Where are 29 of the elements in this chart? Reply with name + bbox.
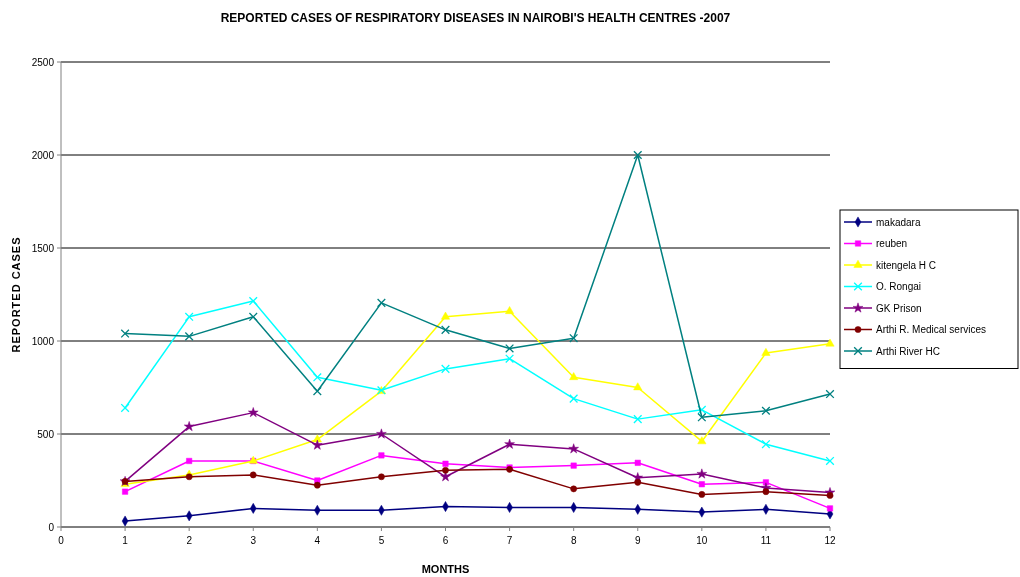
- x-tick-label: 7: [506, 535, 513, 546]
- y-tick-label: 1500: [31, 242, 55, 254]
- legend-label: GK Prison: [876, 302, 922, 314]
- x-tick-label: 8: [570, 535, 577, 546]
- y-tick-label: 2500: [31, 56, 55, 68]
- x-tick-label: 9: [634, 535, 641, 546]
- y-tick-label: 2000: [31, 149, 55, 161]
- x-tick-label: 12: [824, 535, 836, 546]
- x-tick-label: 4: [314, 535, 321, 546]
- y-tick-label: 1000: [31, 335, 55, 347]
- legend-label: Arthi River HC: [876, 345, 940, 357]
- x-tick-label: 3: [250, 535, 257, 546]
- legend-label: reuben: [876, 238, 908, 249]
- y-tick-label: 500: [37, 428, 55, 440]
- x-axis-title: MONTHS: [421, 563, 470, 575]
- x-tick-label: 0: [58, 535, 65, 546]
- x-tick-label: 10: [696, 535, 708, 546]
- x-tick-label: 6: [442, 535, 449, 546]
- legend-label: makadara: [876, 216, 921, 228]
- x-tick-label: 5: [378, 535, 385, 546]
- x-tick-label: 1: [122, 535, 129, 546]
- x-tick-label: 2: [186, 535, 193, 546]
- legend-label: Arthi R. Medical services: [876, 324, 987, 335]
- legend-label: kitengela H C: [876, 259, 937, 271]
- legend-label: O. Rongai: [876, 281, 922, 292]
- chart-title: REPORTED CASES OF RESPIRATORY DISEASES IN NAIROBI'S HEALTH CENTRES -2007: [220, 11, 731, 25]
- y-tick-label: 0: [48, 521, 55, 533]
- y-axis-title: REPORTED CASES: [10, 236, 22, 353]
- x-tick-label: 11: [760, 535, 772, 546]
